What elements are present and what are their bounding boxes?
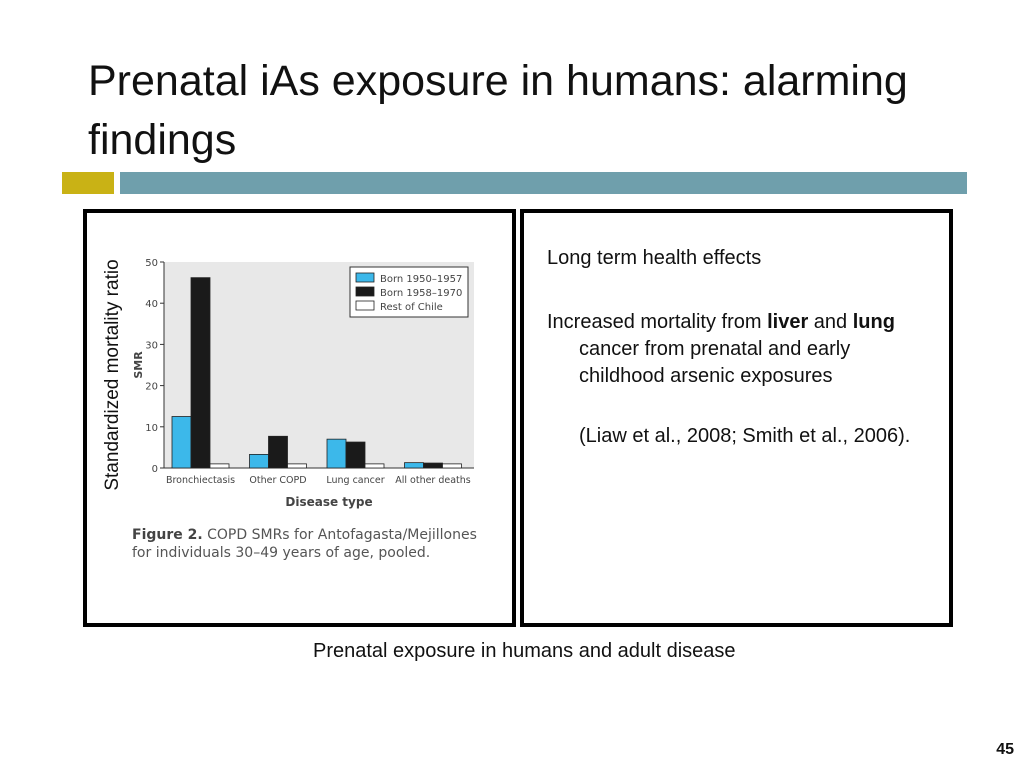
- text-panel: [520, 209, 953, 627]
- mortality-bullet: Increased mortality from liver and lung …: [547, 309, 937, 390]
- legend-label: Born 1958–1970: [380, 288, 462, 299]
- citation: (Liaw et al., 2008; Smith et al., 2006).: [579, 425, 911, 447]
- y-axis-title: SMR: [132, 351, 145, 379]
- figure-caption-label: Figure 2.: [132, 527, 203, 543]
- figure-caption-text: COPD SMRs for Antofagasta/Mejillones for…: [132, 527, 477, 561]
- x-tick-label: Lung cancer: [326, 475, 384, 486]
- y-tick-label: 0: [152, 464, 158, 475]
- bar-2: [268, 435, 288, 469]
- bar-3: [287, 463, 307, 469]
- figure-caption: Figure 2. COPD SMRs for Antofagasta/Meji…: [132, 526, 492, 562]
- accent-bar-teal: [120, 172, 967, 194]
- x-axis-title: Disease type: [285, 495, 372, 509]
- bar-1: [171, 416, 192, 469]
- y-tick-label: 40: [145, 299, 158, 310]
- bar-2: [345, 441, 366, 469]
- mortality-text-c: cancer from prenatal and early childhood…: [579, 338, 851, 387]
- bar-1: [326, 438, 347, 469]
- y-tick-label: 20: [145, 382, 158, 393]
- y-axis-outer-label: Standardized mortality ratio: [102, 259, 123, 491]
- bar-3: [364, 463, 385, 469]
- liver-emphasis: liver: [767, 311, 809, 333]
- y-tick-label: 50: [145, 258, 158, 269]
- legend-label: Born 1950–1957: [380, 274, 462, 285]
- accent-bar-gold: [62, 172, 114, 194]
- smr-bar-chart: 0 10 20 30 40 50 SMR Bronchiectasis Other COPD Lu…: [132, 258, 474, 509]
- x-tick-label: All other deaths: [395, 475, 471, 486]
- bar-3: [442, 463, 462, 469]
- bar-1: [404, 462, 424, 469]
- mortality-text-b: and: [808, 311, 853, 333]
- health-effects-heading: Long term health effects: [547, 247, 762, 269]
- lung-emphasis: lung: [852, 311, 895, 333]
- legend-label: Rest of Chile: [380, 302, 443, 313]
- y-tick-label: 10: [145, 423, 158, 434]
- slide-title: Prenatal iAs exposure in humans: alarmin…: [88, 57, 908, 164]
- y-tick-label: 30: [145, 340, 158, 351]
- legend-swatch: [355, 272, 375, 283]
- mortality-text-a: Increased mortality from: [547, 311, 768, 333]
- page-number: 45: [996, 741, 1014, 758]
- bar-3: [209, 463, 230, 469]
- health-effects-text: Long term health effects Increased morta…: [547, 245, 937, 450]
- x-tick-label: Bronchiectasis: [166, 475, 235, 486]
- legend-swatch: [355, 300, 375, 311]
- bar-2: [423, 462, 443, 469]
- legend-swatch: [355, 286, 375, 297]
- slide-caption: Prenatal exposure in humans and adult di…: [313, 640, 736, 662]
- bar-2: [190, 277, 211, 469]
- x-tick-label: Other COPD: [249, 475, 306, 486]
- bar-1: [249, 454, 269, 469]
